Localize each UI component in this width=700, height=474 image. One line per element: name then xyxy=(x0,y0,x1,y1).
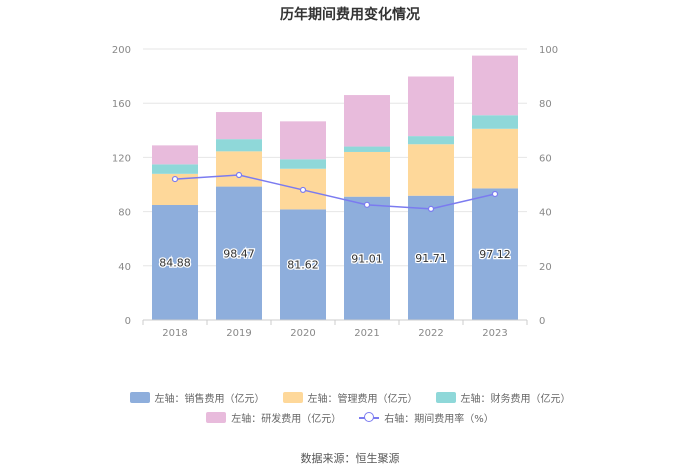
bar-segment xyxy=(280,121,326,160)
right-tick-label: 100 xyxy=(539,45,558,56)
bar-segment xyxy=(408,195,454,320)
bar-segment xyxy=(216,151,262,187)
legend-swatch xyxy=(129,392,150,403)
legend-label: 左轴：研发费用（亿元） xyxy=(231,414,342,425)
bar-segment xyxy=(152,145,198,165)
bar-segment xyxy=(152,204,198,320)
line-point xyxy=(363,201,371,208)
line-point xyxy=(427,205,435,212)
bar-segment xyxy=(472,128,518,189)
legend-label: 右轴：期间费用率（%） xyxy=(384,414,494,425)
line-point xyxy=(299,186,307,194)
legend-row-2: 左轴：研发费用（亿元） 右轴：期间费用率（%） xyxy=(0,410,700,425)
left-tick-label: 40 xyxy=(118,262,131,273)
line-point xyxy=(171,175,179,183)
bar-data-label: 97.12 xyxy=(479,248,511,261)
bar-segment xyxy=(344,146,390,152)
line-point xyxy=(491,190,499,198)
bar-segment xyxy=(408,144,454,196)
x-tick-label: 2023 xyxy=(482,328,507,339)
bar-segment xyxy=(472,188,518,320)
legend-item[interactable]: 左轴：研发费用（亿元） xyxy=(206,410,341,425)
x-tick-label: 2019 xyxy=(226,328,251,339)
bar-segment xyxy=(472,115,518,129)
legend-swatch xyxy=(359,412,380,423)
bar-segment xyxy=(216,139,262,152)
right-tick-label: 40 xyxy=(539,208,552,219)
bar-data-label: 81.62 xyxy=(287,259,319,272)
legend-row-1: 左轴：销售费用（亿元） 左轴：管理费用（亿元） 左轴：财务费用（亿元） xyxy=(0,390,700,405)
legend-label: 左轴：管理费用（亿元） xyxy=(307,394,418,405)
x-tick-label: 2020 xyxy=(290,328,315,339)
bar-data-label: 91.01 xyxy=(351,252,383,265)
legend-item[interactable]: 左轴：管理费用（亿元） xyxy=(282,390,418,405)
right-tick-label: 80 xyxy=(539,99,552,110)
bar-segment xyxy=(472,55,518,116)
left-tick-label: 200 xyxy=(112,45,131,56)
bar-segment xyxy=(344,151,390,197)
right-tick-label: 0 xyxy=(539,316,545,327)
left-tick-label: 120 xyxy=(112,153,131,164)
line-series xyxy=(174,174,496,210)
right-tick-label: 20 xyxy=(539,262,552,273)
x-tick-label: 2018 xyxy=(162,328,187,339)
legend-swatch xyxy=(282,392,303,403)
bar-data-label: 98.47 xyxy=(223,247,255,260)
bar-segment xyxy=(152,164,198,174)
legend-label: 左轴：财务费用（亿元） xyxy=(460,394,571,405)
bar-segment xyxy=(344,95,390,147)
line-point xyxy=(235,171,243,179)
left-tick-label: 80 xyxy=(118,208,131,219)
legend-item[interactable]: 左轴：销售费用（亿元） xyxy=(129,390,265,405)
legend-swatch xyxy=(435,392,456,403)
bar-segment xyxy=(344,196,390,320)
x-tick-label: 2021 xyxy=(354,328,379,339)
chart-title: 历年期间费用变化情况 xyxy=(280,7,420,23)
bar-segment xyxy=(280,159,326,169)
bar-data-label: 91.71 xyxy=(415,252,447,265)
bar-segment xyxy=(280,209,326,320)
left-tick-label: 0 xyxy=(125,316,131,327)
bar-segment xyxy=(408,136,454,145)
bar-segment xyxy=(216,112,262,140)
legend-item[interactable]: 左轴：财务费用（亿元） xyxy=(435,390,571,405)
legend-item[interactable]: 右轴：期间费用率（%） xyxy=(359,410,494,425)
bar-segment xyxy=(408,76,454,137)
bar-data-label: 84.88 xyxy=(159,256,191,269)
right-tick-label: 60 xyxy=(539,153,552,164)
legend-label: 左轴：销售费用（亿元） xyxy=(154,394,265,405)
source-note: 数据来源：恒生聚源 xyxy=(300,452,400,465)
left-tick-label: 160 xyxy=(112,99,131,110)
x-tick-label: 2022 xyxy=(418,328,443,339)
bar-segment xyxy=(216,186,262,320)
legend-swatch xyxy=(206,412,227,423)
